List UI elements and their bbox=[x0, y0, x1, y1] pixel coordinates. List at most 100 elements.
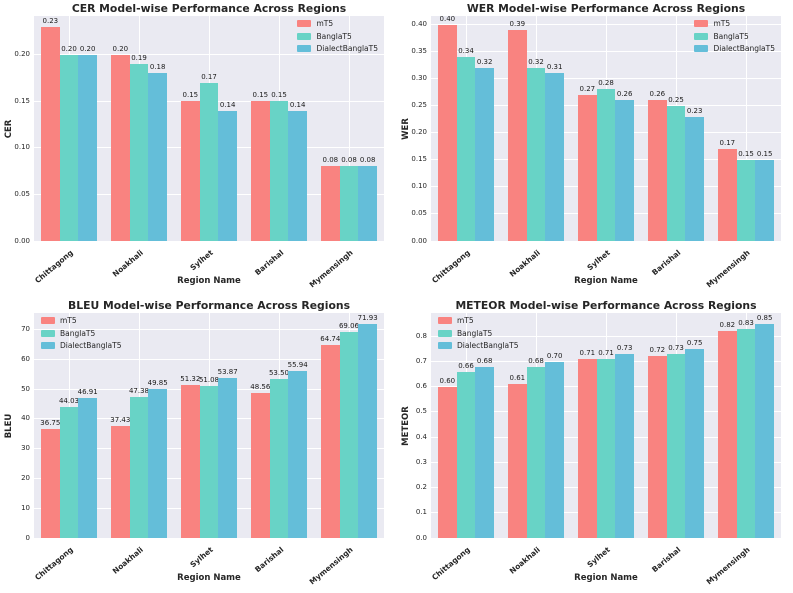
y-tick-label: 0.40 bbox=[411, 20, 427, 29]
bar-value-label: 0.71 bbox=[598, 349, 614, 357]
gridline-horizontal bbox=[431, 240, 781, 242]
legend-swatch-dialectbanglat5 bbox=[297, 45, 312, 52]
bar-value-label: 0.15 bbox=[252, 91, 269, 100]
legend-item: mT5 bbox=[297, 19, 378, 28]
bar-banglat5 bbox=[526, 366, 546, 538]
bar-value-label: 49.85 bbox=[147, 379, 168, 388]
bar-value-label: 0.70 bbox=[546, 351, 563, 360]
bar-banglat5 bbox=[269, 101, 289, 241]
x-tick-label: Noakhali bbox=[110, 545, 145, 576]
y-tick-label: 20 bbox=[21, 473, 30, 482]
x-tick-label: Sylhet bbox=[188, 248, 215, 273]
bar-value-label: 0.19 bbox=[131, 53, 147, 62]
x-axis-label: Region Name bbox=[574, 573, 638, 583]
chart-meteor: METEOR Model-wise Performance Across Reg… bbox=[397, 297, 793, 593]
y-tick-label: 0.7 bbox=[415, 357, 427, 366]
legend-label: mT5 bbox=[457, 316, 474, 325]
bar-banglat5 bbox=[339, 332, 359, 538]
bar-mt5 bbox=[181, 101, 200, 241]
y-tick-label: 0.4 bbox=[415, 432, 427, 441]
bar-value-label: 0.32 bbox=[528, 57, 544, 66]
legend-swatch-banglat5 bbox=[694, 32, 709, 40]
chart-title: WER Model-wise Performance Across Region… bbox=[466, 2, 746, 15]
y-tick-label: 0 bbox=[25, 533, 30, 542]
bar-dialectbanglat5 bbox=[755, 323, 774, 538]
bar-value-label: 44.03 bbox=[58, 396, 80, 405]
bar-value-label: 64.74 bbox=[320, 335, 341, 344]
bar-banglat5 bbox=[59, 406, 79, 538]
legend-item: DialectBanglaT5 bbox=[41, 341, 122, 350]
bar-banglat5 bbox=[129, 396, 149, 538]
bar-banglat5 bbox=[736, 159, 756, 241]
bar-dialectbanglat5 bbox=[148, 389, 167, 538]
bar-value-label: 0.25 bbox=[668, 95, 684, 104]
x-tick-label: Noakhali bbox=[110, 248, 145, 279]
bar-value-label: 36.75 bbox=[40, 418, 61, 427]
y-tick-label: 0.10 bbox=[411, 182, 427, 191]
bar-value-label: 0.73 bbox=[668, 343, 684, 352]
y-tick-label: 0.15 bbox=[411, 155, 427, 164]
x-tick-label: Sylhet bbox=[585, 248, 612, 273]
bar-dialectbanglat5 bbox=[615, 100, 634, 241]
legend-item: DialectBanglaT5 bbox=[297, 44, 378, 53]
bar-value-label: 0.20 bbox=[112, 44, 129, 53]
legend-item: BanglaT5 bbox=[694, 32, 775, 41]
bar-mt5 bbox=[508, 29, 527, 241]
legend-swatch-dialectbanglat5 bbox=[438, 342, 452, 349]
y-tick-label: 0.2 bbox=[415, 483, 427, 492]
bar-mt5 bbox=[508, 384, 527, 538]
legend-item: mT5 bbox=[438, 316, 519, 325]
bar-dialectbanglat5 bbox=[288, 371, 307, 538]
y-tick-label: 0.0 bbox=[415, 533, 427, 542]
bar-dialectbanglat5 bbox=[78, 54, 97, 241]
legend-item: BanglaT5 bbox=[41, 329, 122, 338]
legend: mT5 BanglaT5 DialectBanglaT5 bbox=[438, 316, 519, 350]
gridline-vertical bbox=[348, 16, 350, 241]
legend-label: BanglaT5 bbox=[713, 31, 749, 41]
bar-value-label: 46.91 bbox=[77, 388, 98, 397]
y-tick-label: 0.15 bbox=[14, 96, 30, 105]
x-tick-label: Sylhet bbox=[188, 545, 215, 570]
bar-value-label: 0.14 bbox=[289, 100, 306, 109]
bar-banglat5 bbox=[456, 371, 476, 538]
x-tick-label: Barishal bbox=[649, 248, 682, 278]
bar-dialectbanglat5 bbox=[685, 116, 704, 241]
gridline-horizontal bbox=[34, 240, 384, 242]
legend-swatch-mt5 bbox=[41, 317, 55, 324]
bar-value-label: 47.38 bbox=[128, 386, 150, 395]
bar-value-label: 53.50 bbox=[268, 368, 290, 377]
bar-value-label: 0.08 bbox=[341, 156, 357, 165]
bar-dialectbanglat5 bbox=[615, 353, 634, 538]
bar-banglat5 bbox=[526, 67, 546, 241]
x-axis-label: Region Name bbox=[177, 276, 241, 286]
legend-item: DialectBanglaT5 bbox=[694, 44, 775, 53]
bar-value-label: 0.23 bbox=[686, 106, 703, 115]
bar-value-label: 0.28 bbox=[598, 79, 614, 88]
bar-banglat5 bbox=[199, 82, 219, 241]
x-tick-label: Noakhali bbox=[507, 248, 542, 279]
legend-label: DialectBanglaT5 bbox=[713, 44, 775, 53]
gridline-horizontal bbox=[34, 537, 384, 539]
bar-value-label: 0.83 bbox=[738, 318, 754, 327]
bar-mt5 bbox=[578, 94, 597, 241]
bar-mt5 bbox=[718, 331, 737, 538]
legend-label: BanglaT5 bbox=[60, 328, 96, 338]
bar-value-label: 0.66 bbox=[458, 361, 474, 370]
x-tick-label: Sylhet bbox=[585, 545, 612, 570]
bar-value-label: 0.15 bbox=[756, 149, 773, 158]
bar-mt5 bbox=[321, 345, 340, 538]
y-tick-label: 0.5 bbox=[415, 407, 427, 416]
bar-mt5 bbox=[41, 26, 60, 241]
bar-mt5 bbox=[321, 166, 340, 241]
legend: mT5 BanglaT5 DialectBanglaT5 bbox=[41, 316, 122, 350]
bar-banglat5 bbox=[59, 54, 79, 241]
bar-banglat5 bbox=[596, 89, 616, 241]
bar-value-label: 0.17 bbox=[719, 139, 736, 147]
bar-value-label: 0.73 bbox=[616, 343, 633, 352]
y-tick-label: 0.6 bbox=[415, 382, 427, 391]
y-tick-label: 0.1 bbox=[415, 508, 427, 517]
bar-mt5 bbox=[251, 393, 270, 538]
bar-mt5 bbox=[438, 386, 457, 538]
legend-label: mT5 bbox=[60, 316, 77, 325]
bar-value-label: 0.72 bbox=[649, 346, 666, 355]
